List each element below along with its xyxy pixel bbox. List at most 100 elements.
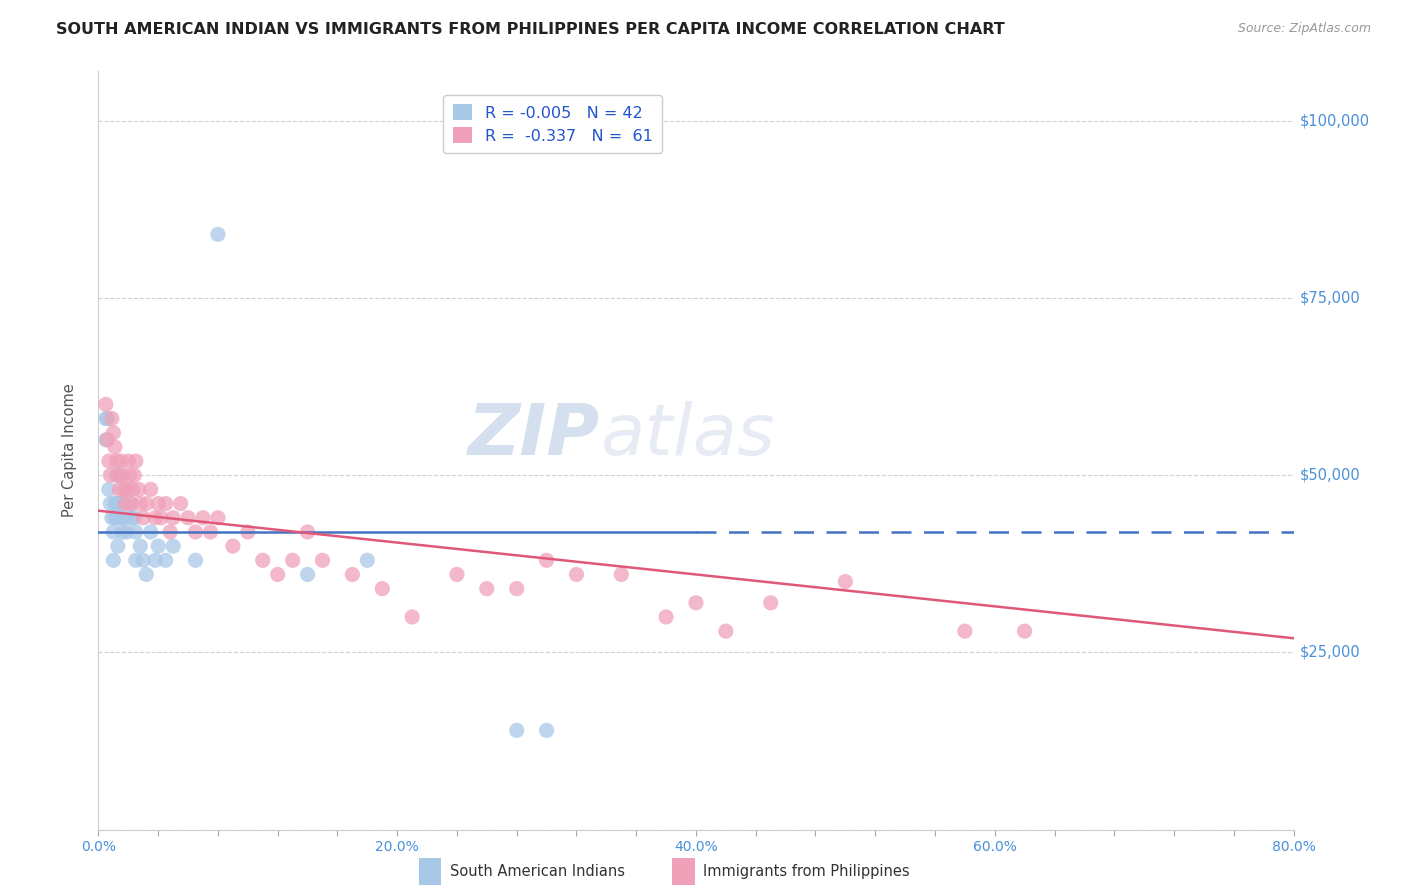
Point bbox=[98, 468, 122, 483]
Point bbox=[953, 624, 976, 639]
Point bbox=[1014, 624, 1036, 639]
Point bbox=[112, 497, 135, 511]
Point bbox=[107, 468, 129, 483]
Point bbox=[124, 510, 146, 524]
Point bbox=[110, 454, 132, 468]
Point bbox=[536, 553, 558, 567]
Point bbox=[121, 483, 143, 497]
Point bbox=[155, 553, 177, 567]
Point bbox=[834, 574, 856, 589]
Text: South American Indians: South American Indians bbox=[450, 864, 624, 879]
Point bbox=[120, 497, 142, 511]
Point bbox=[128, 483, 150, 497]
Point bbox=[104, 440, 127, 454]
Point bbox=[191, 510, 214, 524]
Point bbox=[252, 553, 274, 567]
Text: SOUTH AMERICAN INDIAN VS IMMIGRANTS FROM PHILIPPINES PER CAPITA INCOME CORRELATI: SOUTH AMERICAN INDIAN VS IMMIGRANTS FROM… bbox=[56, 22, 1005, 37]
Point bbox=[129, 497, 152, 511]
Point bbox=[143, 553, 166, 567]
Text: $25,000: $25,000 bbox=[1299, 645, 1360, 660]
Text: Immigrants from Philippines: Immigrants from Philippines bbox=[703, 864, 910, 879]
Point bbox=[129, 539, 152, 553]
Point bbox=[103, 425, 125, 440]
Point bbox=[135, 567, 157, 582]
Point bbox=[103, 553, 125, 567]
Point bbox=[356, 553, 378, 567]
Point bbox=[96, 433, 118, 447]
Point bbox=[311, 553, 333, 567]
Point bbox=[112, 483, 135, 497]
Point bbox=[110, 468, 132, 483]
Point bbox=[475, 582, 498, 596]
Point bbox=[94, 411, 117, 425]
Point bbox=[655, 610, 678, 624]
Point bbox=[118, 468, 141, 483]
Point bbox=[105, 454, 128, 468]
Point bbox=[115, 483, 138, 497]
Point bbox=[132, 553, 155, 567]
Point bbox=[117, 483, 139, 497]
Point bbox=[101, 510, 124, 524]
Point bbox=[111, 468, 134, 483]
Point bbox=[120, 497, 142, 511]
Point bbox=[159, 524, 181, 539]
Point bbox=[714, 624, 737, 639]
Point bbox=[114, 510, 136, 524]
Point bbox=[104, 510, 127, 524]
Point bbox=[114, 497, 136, 511]
Point bbox=[536, 723, 558, 738]
Point bbox=[101, 411, 124, 425]
Point bbox=[103, 524, 125, 539]
Point bbox=[162, 539, 184, 553]
Point bbox=[610, 567, 633, 582]
Text: Source: ZipAtlas.com: Source: ZipAtlas.com bbox=[1237, 22, 1371, 36]
Point bbox=[506, 723, 529, 738]
Text: $100,000: $100,000 bbox=[1299, 113, 1369, 128]
Point bbox=[111, 524, 134, 539]
Point bbox=[139, 483, 162, 497]
Point bbox=[759, 596, 782, 610]
Y-axis label: Per Capita Income: Per Capita Income bbox=[62, 384, 77, 517]
Point bbox=[155, 497, 177, 511]
Text: $75,000: $75,000 bbox=[1299, 291, 1360, 306]
Point bbox=[96, 411, 118, 425]
Point bbox=[169, 497, 191, 511]
Point bbox=[143, 510, 166, 524]
Point bbox=[94, 433, 117, 447]
Point bbox=[107, 510, 129, 524]
Text: $50,000: $50,000 bbox=[1299, 467, 1360, 483]
Point bbox=[94, 397, 117, 411]
Point bbox=[200, 524, 222, 539]
Point bbox=[148, 497, 170, 511]
Point bbox=[236, 524, 259, 539]
Point bbox=[281, 553, 304, 567]
Point bbox=[125, 553, 148, 567]
Point bbox=[401, 610, 423, 624]
Legend: R = -0.005   N = 42, R =  -0.337   N =  61: R = -0.005 N = 42, R = -0.337 N = 61 bbox=[443, 95, 662, 153]
Point bbox=[135, 497, 157, 511]
Point bbox=[148, 539, 170, 553]
Point bbox=[107, 539, 129, 553]
Point bbox=[446, 567, 468, 582]
Point bbox=[150, 510, 173, 524]
Point bbox=[97, 483, 120, 497]
Point bbox=[207, 227, 229, 242]
Point bbox=[120, 510, 142, 524]
Point bbox=[104, 497, 127, 511]
Point bbox=[108, 497, 131, 511]
Point bbox=[565, 567, 588, 582]
Point bbox=[132, 510, 155, 524]
Point bbox=[110, 510, 132, 524]
Point bbox=[125, 454, 148, 468]
Point bbox=[162, 510, 184, 524]
Point bbox=[105, 468, 128, 483]
Point bbox=[108, 483, 131, 497]
Point bbox=[297, 524, 319, 539]
Point bbox=[685, 596, 707, 610]
Point bbox=[124, 468, 146, 483]
Point bbox=[105, 497, 128, 511]
Point bbox=[125, 524, 148, 539]
Point bbox=[342, 567, 364, 582]
Point bbox=[97, 454, 120, 468]
Text: ZIP: ZIP bbox=[468, 401, 600, 470]
